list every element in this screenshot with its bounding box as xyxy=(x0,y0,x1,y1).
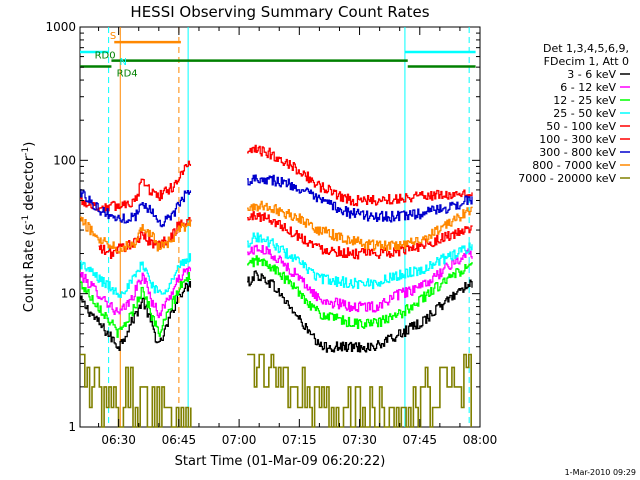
legend-label: 7000 - 20000 keV xyxy=(518,172,616,185)
x-tick-label: 06:45 xyxy=(162,433,197,447)
legend-label: 6 - 12 keV xyxy=(560,81,616,94)
legend-header-line-1: Det 1,3,4,5,6,9, xyxy=(543,42,629,55)
series-line xyxy=(247,255,473,329)
series-line xyxy=(80,216,192,254)
y-tick-label: 1000 xyxy=(45,20,76,34)
series-line xyxy=(247,200,473,252)
y-axis-label-mid: detector xyxy=(22,155,37,215)
series-line xyxy=(80,271,192,338)
series-line xyxy=(80,189,192,228)
series-line xyxy=(247,232,473,290)
legend: Det 1,3,4,5,6,9, FDecim 1, Att 0 3 - 6 k… xyxy=(518,42,630,185)
legend-label: 50 - 100 keV xyxy=(546,120,616,133)
x-axis: 06:30 06:45 07:00 07:15 07:30 07:45 08:00 xyxy=(98,27,498,447)
x-tick-label: 07:15 xyxy=(282,433,317,447)
legend-label: 12 - 25 keV xyxy=(553,94,616,107)
series-layer xyxy=(80,144,473,428)
x-tick-label: 08:00 xyxy=(463,433,498,447)
y-axis-label-sup1: -1 xyxy=(21,215,31,224)
series-line xyxy=(247,270,473,353)
y-axis-label-main: Count Rate (s xyxy=(22,224,37,313)
legend-label: 800 - 7000 keV xyxy=(532,159,616,172)
legend-label: 3 - 6 keV xyxy=(567,68,616,81)
plot-border xyxy=(79,26,481,428)
series-line xyxy=(247,144,473,207)
series-line xyxy=(247,244,473,313)
chart-title: HESSI Observing Summary Count Rates xyxy=(130,3,429,21)
y-tick-label: 10 xyxy=(61,287,76,301)
attenuator-label: S xyxy=(110,31,116,42)
plot-frame xyxy=(79,26,481,428)
legend-label: 300 - 800 keV xyxy=(539,146,616,159)
y-axis-label-end: ) xyxy=(22,142,37,147)
y-axis-label-sup2: -1 xyxy=(21,147,31,156)
footer-timestamp: 1-Mar-2010 09:29 xyxy=(565,468,636,477)
x-tick-label: 07:45 xyxy=(402,433,437,447)
attenuator-label: RD0 xyxy=(95,51,116,62)
legend-header-line-2: FDecim 1, Att 0 xyxy=(544,55,629,68)
series-line xyxy=(247,174,473,223)
legend-label: 100 - 300 keV xyxy=(539,133,616,146)
attenuator-label: N xyxy=(119,57,126,68)
series-line xyxy=(80,266,192,319)
legend-label: 25 - 50 keV xyxy=(553,107,616,120)
y-axis-label: Count Rate (s-1 detector-1) xyxy=(21,142,37,313)
y-tick-label: 1 xyxy=(68,420,76,434)
y-axis: 1 10 100 1000 xyxy=(45,20,480,434)
x-axis-label: Start Time (01-Mar-09 06:20:22) xyxy=(175,454,386,469)
series-line xyxy=(80,253,192,299)
series-line xyxy=(80,353,192,428)
x-tick-label: 06:30 xyxy=(101,433,136,447)
series-line xyxy=(247,353,472,428)
y-tick-label: 100 xyxy=(53,153,76,167)
x-tick-label: 07:00 xyxy=(222,433,257,447)
x-tick-label: 07:30 xyxy=(342,433,377,447)
attenuator-label: RD4 xyxy=(117,69,138,80)
series-line xyxy=(247,211,473,260)
